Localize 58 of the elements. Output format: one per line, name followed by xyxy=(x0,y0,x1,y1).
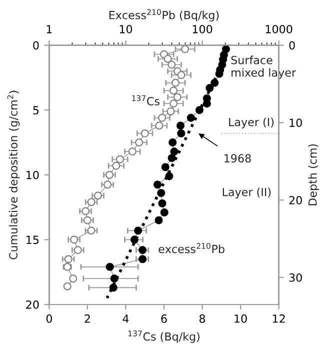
annotation: Layer (I) xyxy=(229,118,274,128)
point xyxy=(177,71,186,80)
point xyxy=(166,107,175,116)
y2-tick-label: 30 xyxy=(289,273,302,282)
y2-axis-title: Depth (cm) xyxy=(308,144,319,206)
y2-tick-label: 10 xyxy=(290,118,302,128)
point xyxy=(128,148,136,156)
x-tick-label: 6 xyxy=(161,314,167,323)
point xyxy=(70,236,78,244)
point xyxy=(158,114,166,122)
point xyxy=(64,255,72,264)
x-tick-label: 10 xyxy=(234,314,247,323)
x2-axis-title: Excess$^{210}$Pb (Bq/kg) xyxy=(109,9,219,22)
point xyxy=(112,162,120,170)
point xyxy=(74,246,82,254)
x-axis-title: $^{137}$Cs (Bq/kg) xyxy=(128,330,200,343)
point xyxy=(168,60,176,69)
point xyxy=(140,129,149,138)
point xyxy=(170,100,178,108)
y-tick-label: 0 xyxy=(33,41,39,50)
x-tick-label: 4 xyxy=(122,314,129,323)
x-tick-label: 2 xyxy=(84,314,90,323)
point xyxy=(94,192,102,200)
point xyxy=(83,216,92,224)
point xyxy=(104,180,112,189)
y2-tick-label: 0 xyxy=(289,41,295,50)
point xyxy=(181,45,190,54)
annotation: Surface mixed layer xyxy=(231,56,296,79)
point xyxy=(171,78,180,87)
annotation: excess$^{210}$Pb xyxy=(158,243,224,254)
y-tick-label: 20 xyxy=(26,300,39,309)
point xyxy=(87,198,96,206)
point xyxy=(82,207,90,216)
point xyxy=(173,93,182,102)
point xyxy=(116,155,124,164)
x-tick-label: 12 xyxy=(272,314,285,323)
x2-tick-label: 1 xyxy=(46,25,52,34)
point xyxy=(155,122,164,130)
point xyxy=(63,282,72,290)
annotation: $^{137}$Cs xyxy=(132,95,160,106)
x2-tick-label: 10 xyxy=(120,24,132,34)
y-axis-title: Cumulative deposition (g/cm$^{2}$) xyxy=(7,90,20,260)
point xyxy=(105,170,114,179)
x2-tick-label: 100 xyxy=(192,24,212,34)
y-tick-label: 15 xyxy=(26,236,39,244)
point xyxy=(164,54,172,63)
point xyxy=(135,138,144,146)
point xyxy=(69,274,78,283)
y2-tick-label: 20 xyxy=(289,196,302,204)
x2-tick-label: 1000 xyxy=(266,24,292,34)
point xyxy=(87,226,96,235)
annotation: Layer (II) xyxy=(222,188,271,198)
x-tick-label: 0 xyxy=(46,314,52,323)
annotation: 1968 xyxy=(224,154,251,163)
y-tick-label: 5 xyxy=(33,106,39,114)
y-tick-label: 10 xyxy=(26,170,39,180)
x-tick-label: 8 xyxy=(199,314,206,323)
point xyxy=(170,86,178,95)
